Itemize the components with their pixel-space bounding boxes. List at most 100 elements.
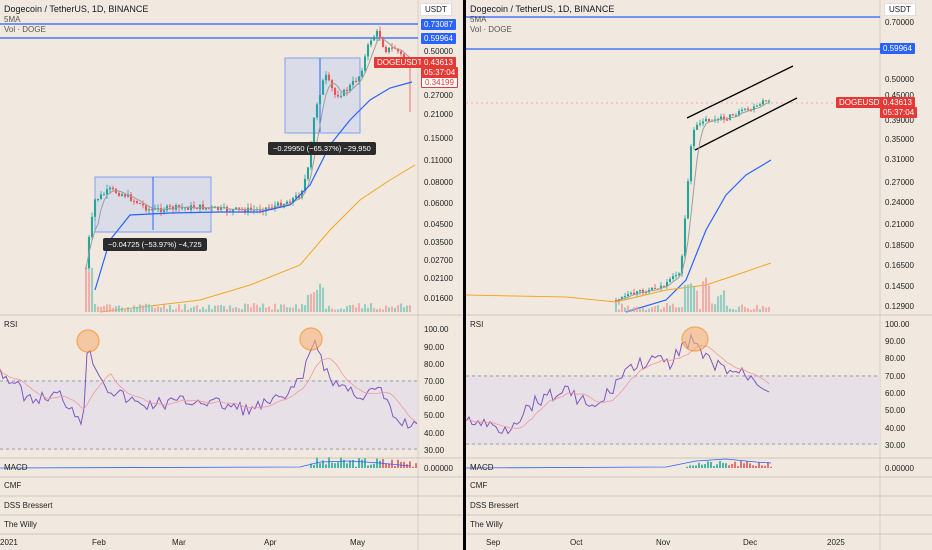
candle-body: [219, 207, 223, 210]
candle-body: [632, 292, 636, 295]
candle-body: [761, 100, 765, 105]
volume-bar: [108, 304, 112, 312]
candle-body: [737, 111, 741, 116]
volume-bar: [288, 307, 292, 312]
volume-bar: [327, 305, 331, 312]
ma-fast-line: [615, 101, 770, 302]
right-chart-panel[interactable]: Dogecoin / TetherUS, 1D, BINANCE 5MA Vol…: [466, 0, 932, 550]
volume-bar: [677, 307, 681, 312]
rsi-tick: 50.00: [424, 411, 445, 420]
rsi-tick: 100.00: [885, 320, 910, 329]
time-label: Oct: [570, 538, 583, 547]
candle-body: [740, 109, 744, 112]
candle-body: [291, 197, 295, 203]
volume-bar: [126, 307, 130, 312]
candle-body: [225, 206, 229, 212]
volume-bar: [354, 307, 358, 312]
rsi-line: [466, 333, 770, 435]
macd-histogram-bar: [352, 460, 354, 468]
volume-bar: [318, 283, 322, 312]
currency-badge[interactable]: USDT: [884, 3, 916, 16]
volume-bar: [270, 309, 274, 312]
candle-body: [695, 124, 699, 130]
volume-bar: [695, 290, 699, 312]
volume-bar: [87, 271, 91, 312]
price-tick: 0.06000: [424, 199, 453, 208]
dss-label: DSS Bressert: [4, 501, 53, 510]
candle-body: [743, 108, 747, 110]
currency-badge[interactable]: USDT: [420, 3, 452, 16]
volume-bar: [261, 303, 265, 312]
candle-body: [366, 44, 370, 57]
candle-body: [249, 207, 253, 210]
volume-bar: [671, 303, 675, 312]
candle-body: [324, 74, 328, 81]
candle-body: [728, 114, 732, 120]
candle-body: [144, 205, 148, 211]
price-tick: 0.27000: [424, 91, 453, 100]
candle-body: [231, 209, 235, 212]
candle-body: [309, 142, 313, 168]
left-chart-panel[interactable]: Dogecoin / TetherUS, 1D, BINANCE 5MA Vol…: [0, 0, 463, 550]
willy-label: The Willy: [470, 520, 503, 529]
macd-histogram-bar: [719, 461, 721, 468]
volume-bar: [369, 303, 373, 312]
rsi-tick: 70.00: [424, 377, 445, 386]
volume-bar: [210, 309, 214, 312]
volume-bar: [315, 289, 319, 312]
price-tick: 0.16500: [885, 261, 914, 270]
macd-histogram-bar: [764, 465, 766, 468]
volume-bar: [201, 306, 205, 312]
macd-histogram-bar: [734, 461, 736, 468]
macd-histogram-bar: [379, 460, 381, 468]
volume-bar: [99, 306, 103, 312]
candle-body: [620, 296, 624, 300]
right-chart-canvas[interactable]: [466, 0, 932, 550]
volume-bar: [228, 305, 232, 312]
macd-histogram-bar: [415, 463, 417, 468]
candle-body: [692, 129, 696, 147]
time-label: 2025: [827, 538, 845, 547]
volume-bar: [120, 307, 124, 312]
candle-body: [135, 201, 139, 204]
time-label: 2021: [0, 538, 18, 547]
volume-bar: [102, 305, 106, 312]
macd-histogram-bar: [689, 465, 691, 468]
measure-label: −0.04725 (−53.97%) −4,725: [103, 238, 207, 251]
volume-bar: [722, 290, 726, 312]
rsi-tick: 60.00: [424, 394, 445, 403]
candle-body: [638, 290, 642, 292]
countdown-badge: 05:37:04: [421, 67, 459, 78]
volume-bar: [704, 277, 708, 312]
ma-slow-line: [466, 262, 772, 303]
volume-bar: [408, 305, 412, 312]
ma-mid-line: [625, 159, 772, 313]
candle-body: [683, 218, 687, 257]
candle-body: [354, 80, 358, 82]
volume-bar: [207, 304, 211, 312]
volume-bar: [165, 308, 169, 312]
volume-bar: [617, 309, 621, 312]
volume-bar: [234, 307, 238, 312]
candle-body: [372, 36, 376, 41]
candle-body: [180, 207, 184, 209]
candle-body: [159, 207, 163, 212]
last-price-badge: 0.43613: [880, 97, 915, 108]
volume-bar: [252, 303, 256, 312]
volume-bar: [267, 306, 271, 312]
volume-bar: [141, 305, 145, 312]
left-chart-canvas[interactable]: [0, 0, 463, 550]
volume-bar: [249, 307, 253, 312]
panel-divider[interactable]: [463, 0, 466, 550]
volume-bar: [297, 308, 301, 312]
macd-histogram-bar: [310, 463, 312, 468]
volume-bar: [387, 307, 391, 312]
rsi-ma-line: [466, 344, 770, 429]
volume-bar: [360, 308, 364, 312]
candle-body: [279, 202, 283, 208]
volume-bar: [668, 305, 672, 312]
volume-bar: [737, 306, 741, 312]
time-label: Apr: [264, 538, 277, 547]
rsi-tick: 40.00: [885, 424, 906, 433]
macd-histogram-bar: [361, 459, 363, 468]
